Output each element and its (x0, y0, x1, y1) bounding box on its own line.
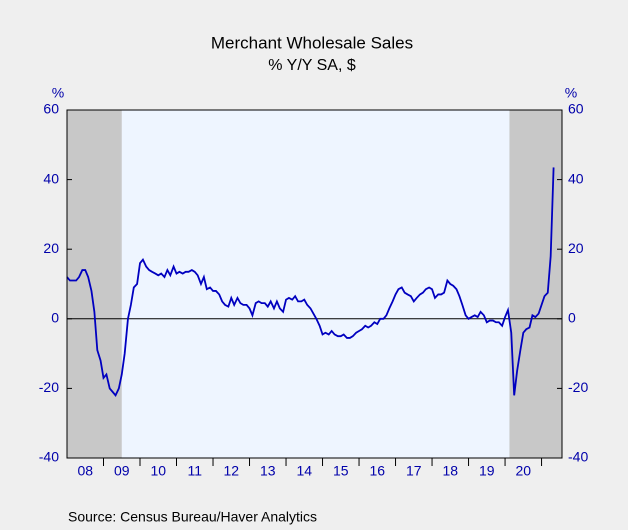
x-tick-label: 17 (406, 463, 422, 479)
y-tick-label: -20 (39, 379, 59, 395)
plot-area (67, 110, 562, 458)
chart-title: Merchant Wholesale Sales (211, 33, 413, 52)
x-tick-label: 20 (516, 463, 532, 479)
plot-frame (66, 109, 563, 459)
x-tick-label: 12 (223, 463, 239, 479)
x-tick-label: 09 (114, 463, 130, 479)
x-tick-label: 18 (443, 463, 459, 479)
y2-tick-label: 40 (568, 170, 584, 186)
x-tick-label: 13 (260, 463, 276, 479)
x-tick-label: 08 (77, 463, 93, 479)
y-unit-right: % (565, 85, 577, 101)
data-line (66, 167, 555, 398)
y2-tick-label: 0 (568, 310, 576, 326)
source-note: Source: Census Bureau/Haver Analytics (68, 509, 317, 525)
y-tick-label: 60 (43, 101, 59, 117)
x-tick-label: 10 (150, 463, 166, 479)
y-tick-label: -40 (39, 449, 59, 465)
x-tick-label: 16 (369, 463, 385, 479)
recession-shading (67, 110, 122, 458)
x-tick-label: 19 (479, 463, 495, 479)
chart-subtitle: % Y/Y SA, $ (268, 57, 356, 74)
y-tick-label: 40 (43, 170, 59, 186)
y2-tick-label: 60 (568, 101, 584, 117)
y2-tick-label: -40 (568, 449, 588, 465)
x-tick-label: 11 (187, 463, 202, 479)
y-tick-label: 20 (43, 240, 59, 256)
y2-tick-label: 20 (568, 240, 584, 256)
x-tick-label: 14 (296, 463, 312, 479)
y2-tick-label: -20 (568, 379, 588, 395)
y-unit-left: % (52, 85, 64, 101)
x-tick-label: 15 (333, 463, 349, 479)
recession-shading (509, 110, 562, 458)
y-tick-label: 0 (51, 310, 59, 326)
